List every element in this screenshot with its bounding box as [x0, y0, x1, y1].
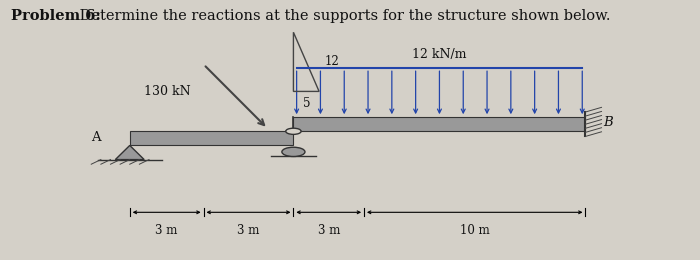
Bar: [293, 117, 585, 131]
Circle shape: [286, 128, 301, 134]
Text: 12: 12: [324, 55, 339, 68]
Text: 3 m: 3 m: [318, 224, 340, 237]
Text: B: B: [603, 116, 613, 129]
Text: 130 kN: 130 kN: [144, 85, 190, 98]
Text: 3 m: 3 m: [237, 224, 260, 237]
Polygon shape: [116, 145, 144, 160]
Text: 3 m: 3 m: [155, 224, 178, 237]
Text: 12 kN/m: 12 kN/m: [412, 48, 467, 61]
Bar: [130, 131, 293, 145]
Text: Determine the reactions at the supports for the structure shown below.: Determine the reactions at the supports …: [75, 9, 610, 23]
Text: A: A: [91, 131, 101, 144]
Text: 10 m: 10 m: [460, 224, 489, 237]
Text: 5: 5: [302, 96, 310, 109]
Text: Problem 6:: Problem 6:: [11, 9, 101, 23]
Circle shape: [282, 147, 305, 157]
